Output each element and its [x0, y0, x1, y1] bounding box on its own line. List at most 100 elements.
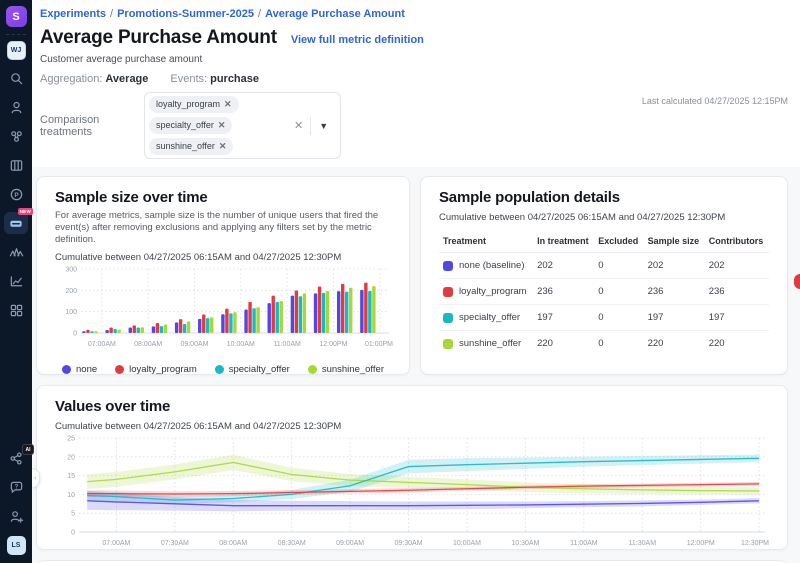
cell-value: 220 — [537, 338, 553, 349]
svg-text:12:00PM: 12:00PM — [319, 341, 347, 348]
metric-description: Customer average purchase amount — [40, 54, 203, 65]
chip-loyalty-program[interactable]: loyalty_program ✕ — [149, 96, 239, 113]
treatment-swatch — [443, 286, 453, 297]
table-row: specialty_offer 197 0 197 197 — [439, 304, 769, 331]
breadcrumb-separator: / — [258, 8, 262, 20]
cell-value: 197 — [643, 304, 705, 331]
view-metric-definition-link[interactable]: View full metric definition — [290, 34, 424, 46]
cell-value: 202 — [643, 252, 705, 279]
svg-text:07:30AM: 07:30AM — [161, 540, 189, 547]
help-chat-icon[interactable]: ? — [4, 476, 28, 498]
population-table: Treatment In treatment Excluded Sample size… — [439, 231, 769, 356]
chip-specialty-offer[interactable]: specialty_offer ✕ — [149, 117, 233, 134]
chip-remove-icon[interactable]: ✕ — [218, 141, 227, 151]
aggregation-row: Aggregation: Average Events: purchase — [40, 73, 788, 85]
svg-text:10: 10 — [67, 492, 75, 499]
apps-grid-icon[interactable] — [4, 299, 28, 321]
svg-text:08:00AM: 08:00AM — [134, 341, 162, 348]
breadcrumb-experiment-name[interactable]: Promotions-Summer-2025 — [117, 8, 255, 20]
table-row: loyalty_program 236 0 236 236 — [439, 278, 769, 305]
sidebar: S WJ P NEW — [0, 0, 34, 563]
invite-user-icon[interactable] — [4, 505, 28, 527]
treatment-swatch — [443, 312, 453, 323]
treatment-swatch — [443, 338, 453, 349]
legend-dot — [214, 365, 224, 375]
svg-text:300: 300 — [65, 267, 77, 274]
comparison-treatments-label: Comparison treatments — [40, 113, 100, 138]
cell-value: 0 — [598, 338, 604, 349]
workspace-badge[interactable]: WJ — [6, 41, 26, 60]
cell-value: 236 — [704, 278, 769, 305]
breadcrumb-experiments[interactable]: Experiments — [40, 8, 107, 20]
main-area: Experiments / Promotions-Summer-2025/Avera… — [32, 0, 800, 563]
svg-text:07:00AM: 07:00AM — [102, 540, 130, 547]
ai-assist-icon[interactable]: AI — [4, 444, 34, 469]
console-icon[interactable]: NEW — [4, 208, 33, 234]
cell-value: 202 — [704, 252, 769, 279]
pulse-icon[interactable]: P — [4, 183, 28, 205]
column-header: Excluded — [594, 231, 644, 253]
treatment-name: none (baseline) — [459, 260, 525, 271]
legend-dot — [307, 365, 317, 375]
events-label: Events: — [170, 73, 208, 85]
cell-value: 202 — [533, 252, 595, 279]
chip-remove-icon[interactable]: ✕ — [224, 99, 232, 109]
svg-text:12:00PM: 12:00PM — [687, 540, 715, 547]
values-cumulative: Cumulative between 04/27/2025 06:15AM an… — [55, 421, 342, 432]
cell-value: 0 — [594, 304, 644, 331]
alert-handle[interactable] — [794, 274, 800, 289]
column-header: Contributors — [704, 231, 769, 253]
svg-text:0: 0 — [71, 530, 75, 537]
search-icon[interactable] — [4, 67, 28, 89]
aggregation-value: Average — [105, 73, 149, 85]
chevron-down-icon[interactable]: ▼ — [319, 120, 329, 131]
events-value: purchase — [210, 73, 260, 85]
svg-text:15: 15 — [67, 473, 75, 480]
content-area: Sample size over time For average metric… — [32, 167, 800, 563]
legend-label: none — [76, 364, 98, 376]
clear-all-icon[interactable]: ✕ — [294, 120, 304, 132]
breadcrumb-separator: / — [110, 8, 114, 20]
svg-text:11:30AM: 11:30AM — [629, 540, 657, 547]
treatment-swatch — [443, 260, 453, 271]
feature-gates-icon[interactable] — [4, 125, 28, 147]
page-title: Average Purchase Amount — [40, 27, 277, 48]
page-header: Experiments / Promotions-Summer-2025/Avera… — [32, 0, 800, 167]
svg-text:?: ? — [14, 483, 18, 490]
metrics-icon[interactable] — [4, 270, 28, 292]
cell-value: 197 — [704, 304, 769, 331]
cell-value: 197 — [533, 304, 595, 331]
population-cumulative: Cumulative between 04/27/2025 06:15AM an… — [439, 212, 726, 223]
svg-text:12:30PM: 12:30PM — [741, 540, 769, 547]
svg-text:01:00PM: 01:00PM — [365, 341, 393, 348]
user-avatar[interactable]: LS — [6, 536, 26, 555]
table-header-row: Treatment In treatment Excluded Sample size… — [439, 231, 769, 253]
users-icon[interactable] — [4, 96, 28, 118]
treatment-name: sunshine_offer — [459, 338, 522, 349]
treatment-multiselect[interactable]: loyalty_program ✕ specialty_offer ✕ sunshi… — [144, 92, 342, 159]
svg-text:11:00AM: 11:00AM — [273, 341, 301, 348]
experiments-icon[interactable] — [4, 241, 28, 263]
chip-remove-icon[interactable]: ✕ — [217, 120, 226, 130]
table-row: sunshine_offer 220 0 220 220 — [439, 331, 769, 357]
svg-text:25: 25 — [67, 436, 75, 443]
chip-sunshine-offer[interactable]: sunshine_offer ✕ — [149, 138, 234, 155]
values-title: Values over time — [55, 398, 171, 415]
treatment-name: specialty_offer — [459, 312, 521, 323]
legend-item: loyalty_program — [115, 364, 197, 375]
legend-label: sunshine_offer — [321, 364, 384, 376]
population-title: Sample population details — [439, 189, 620, 206]
column-header: Sample size — [643, 231, 705, 253]
svg-text:100: 100 — [65, 310, 77, 317]
statsig-logo-icon[interactable]: S — [5, 6, 27, 27]
svg-text:20: 20 — [67, 454, 75, 461]
columns-icon[interactable] — [4, 154, 28, 176]
values-over-time-card: Values over time Cumulative between 04/2… — [36, 385, 788, 550]
sample-size-card: Sample size over time For average metric… — [36, 176, 410, 375]
breadcrumb-metric-name[interactable]: Average Purchase Amount — [265, 8, 405, 20]
svg-text:0: 0 — [73, 331, 77, 338]
legend-item: specialty_offer — [214, 364, 290, 375]
cell-value: 236 — [643, 278, 705, 305]
legend-dot — [62, 365, 71, 375]
